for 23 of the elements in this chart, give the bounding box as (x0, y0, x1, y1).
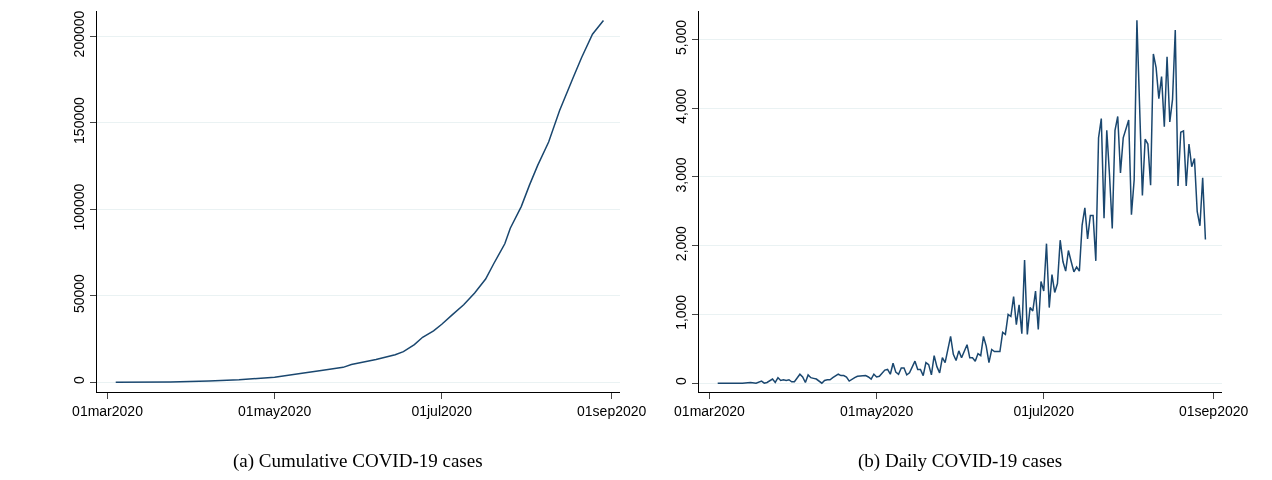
y-tick-label: 3,000 (672, 157, 689, 193)
y-tick-label: 0 (672, 376, 689, 385)
text: (a) Cumulative COVID-19 cases (233, 450, 483, 472)
y-tick-label: 50000 (70, 273, 87, 314)
y-tick-label: 0 (70, 376, 87, 385)
x-tick-label: 01sep2020 (577, 402, 647, 419)
line-series (114, 19, 605, 383)
x-tick-label: 01may2020 (840, 402, 914, 419)
x-tick-label: 01may2020 (238, 402, 312, 419)
y-tick-label: 100000 (70, 183, 87, 231)
y-tick-label: 200000 (70, 10, 87, 58)
text: (b) Daily COVID-19 cases (858, 450, 1063, 472)
x-tick-label: 01jul2020 (1013, 402, 1075, 419)
x-tick-label: 01mar2020 (72, 402, 144, 419)
y-tick-label: 5,000 (672, 19, 689, 55)
line-series (716, 19, 1207, 384)
x-tick-label: 01mar2020 (674, 402, 746, 419)
x-tick-label: 01jul2020 (411, 402, 473, 419)
y-tick-label: 2,000 (672, 225, 689, 262)
y-tick-label: 1,000 (672, 294, 689, 330)
x-tick-label: 01sep2020 (1178, 402, 1249, 419)
y-tick-label: 150000 (70, 96, 87, 144)
y-tick-label: 4,000 (672, 88, 689, 124)
